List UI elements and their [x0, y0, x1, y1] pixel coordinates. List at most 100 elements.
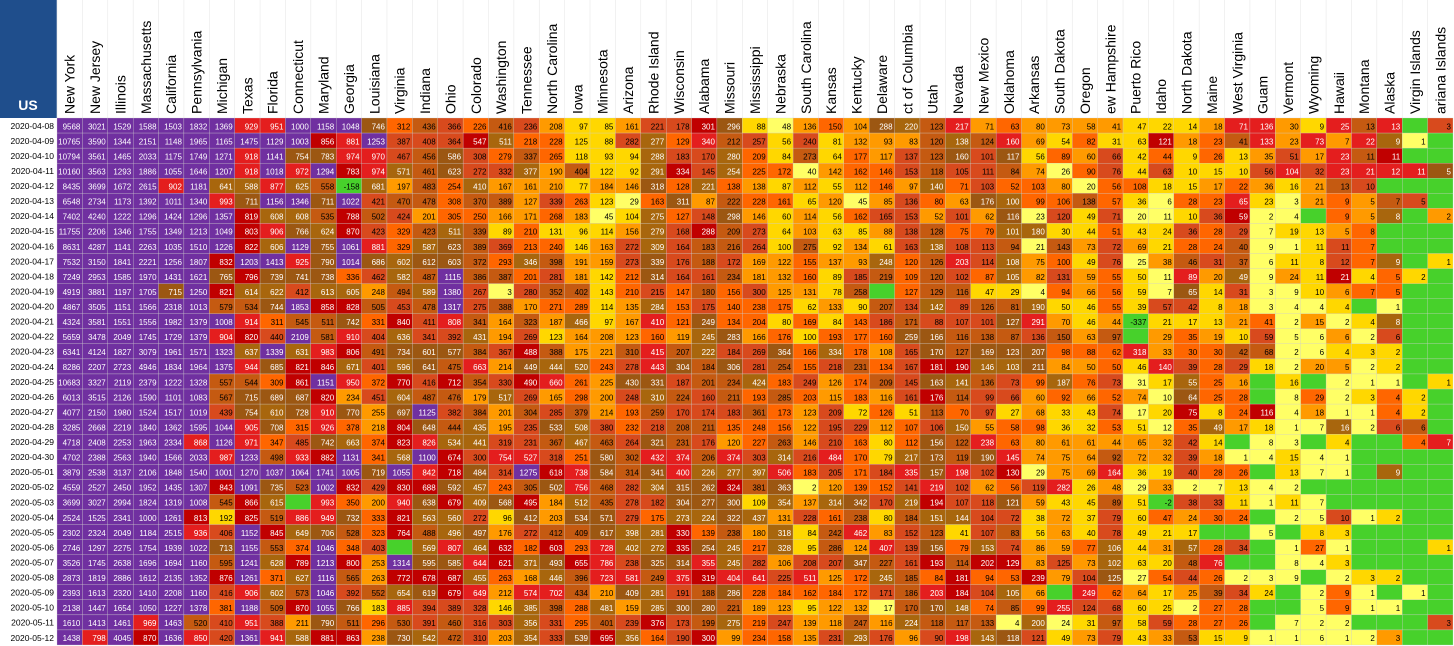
row-label: 2020-04-23 [11, 347, 55, 357]
cell-value: 127 [1006, 318, 1020, 327]
cell-value: 1517 [164, 408, 182, 417]
cell-value: 488 [422, 529, 436, 538]
cell-value: 185 [905, 574, 919, 583]
cell-value: 134 [905, 303, 919, 312]
cell-value: 1261 [164, 514, 182, 523]
cell-value: 1379 [189, 333, 207, 342]
cell-value: 1000 [139, 514, 157, 523]
cell-value: 96 [579, 228, 588, 237]
cell-value: 2341 [113, 514, 131, 523]
cell-value: 17 [1239, 423, 1248, 432]
cell-value: 330 [676, 529, 690, 538]
cell-value: 347 [854, 559, 868, 568]
cell-value: 146 [575, 243, 589, 252]
cell-value: 54 [1163, 574, 1172, 583]
cell-value: 211 [728, 393, 741, 402]
cell-value: 23 [1264, 198, 1273, 207]
row-label: 2020-05-09 [11, 588, 55, 598]
cell-value: 65 [808, 198, 817, 207]
cell-value: 308 [448, 198, 462, 207]
cell-value: 166 [930, 333, 944, 342]
cell-value: 1694 [164, 559, 182, 568]
cell-value: 92 [630, 167, 639, 176]
cell-value: 940 [397, 499, 411, 508]
cell-value: 126 [930, 258, 944, 267]
cell-value: 143 [600, 288, 614, 297]
cell-value: 339 [549, 198, 563, 207]
cell-value: 174 [702, 408, 716, 417]
cell-value: 273 [752, 228, 766, 237]
cell-value: 293 [854, 634, 868, 643]
heatmap-cell [1376, 584, 1403, 600]
cell-value: 125 [1057, 559, 1071, 568]
cell-value: 83 [1011, 529, 1020, 538]
cell-value: 1556 [139, 318, 157, 327]
cell-value: 519 [270, 514, 284, 523]
cell-value: 3581 [88, 318, 106, 327]
cell-value: 84 [934, 574, 943, 583]
cell-value: 1964 [189, 363, 207, 372]
cell-value: 208 [549, 122, 563, 131]
cell-value: 881 [346, 137, 360, 146]
cell-value: 511 [804, 574, 817, 583]
cell-value: 697 [397, 408, 411, 417]
cell-value: 708 [270, 423, 284, 432]
cell-value: 738 [575, 469, 589, 478]
cell-value: 218 [524, 137, 538, 146]
cell-value: 12 [1391, 167, 1400, 176]
cell-value: 2 [812, 484, 817, 493]
cell-value: 2734 [88, 198, 106, 207]
cell-value: 132 [778, 273, 792, 282]
cell-value: 62 [985, 213, 994, 222]
cell-value: 21 [1315, 198, 1324, 207]
column-label: ew Hampshire [1102, 24, 1118, 114]
cell-value: 231 [854, 363, 868, 372]
heatmap-cell [1427, 193, 1454, 209]
cell-value: 1000 [291, 122, 309, 131]
cell-value: 5 [1294, 333, 1299, 342]
cell-value: 73 [1087, 634, 1096, 643]
cell-value: 409 [473, 499, 487, 508]
cell-value: 62 [985, 484, 994, 493]
row-label: 2020-04-09 [11, 136, 55, 146]
heatmap-cell [1402, 253, 1428, 269]
heatmap-cell [386, 539, 413, 555]
cell-value: 1621 [189, 273, 207, 282]
cell-value: 116 [1261, 408, 1274, 417]
cell-value: 10794 [58, 152, 81, 161]
cell-value: 608 [270, 213, 284, 222]
heatmap-cell [1325, 479, 1352, 495]
heatmap-cell [1402, 524, 1428, 540]
cell-value: 63 [1163, 167, 1172, 176]
cell-value: 1745 [88, 559, 106, 568]
column-label: Puerto Rico [1128, 41, 1144, 114]
cell-value: 24 [1290, 273, 1299, 282]
cell-value: 224 [676, 393, 690, 402]
cell-value: 2 [1294, 348, 1299, 357]
cell-value: 94 [1011, 243, 1020, 252]
cell-value: 29 [1239, 228, 1248, 237]
cell-value: 4 [1370, 273, 1375, 282]
cell-value: 406 [219, 529, 233, 538]
cell-value: 61 [1087, 438, 1096, 447]
cell-value: 207 [1032, 348, 1046, 357]
cell-value: 821 [219, 288, 233, 297]
cell-value: 20 [1315, 363, 1324, 372]
cell-value: 101 [981, 152, 995, 161]
cell-value: 11 [1367, 152, 1376, 161]
cell-value: 1 [1269, 634, 1274, 643]
cell-value: 283 [727, 333, 741, 342]
row-label: 2020-04-12 [11, 181, 55, 191]
cell-value: 17 [884, 604, 893, 613]
cell-value: 582 [397, 273, 411, 282]
cell-value: 2 [1370, 363, 1375, 372]
cell-value: 866 [245, 499, 259, 508]
cell-value: 596 [397, 363, 411, 372]
cell-value: 175 [778, 303, 792, 312]
cell-value: 1160 [190, 589, 208, 598]
cell-value: 21 [1163, 318, 1172, 327]
heatmap-cell [1376, 449, 1403, 465]
heatmap-cell [1275, 599, 1301, 616]
cell-value: 172 [727, 258, 741, 267]
cell-value: 242 [828, 529, 842, 538]
